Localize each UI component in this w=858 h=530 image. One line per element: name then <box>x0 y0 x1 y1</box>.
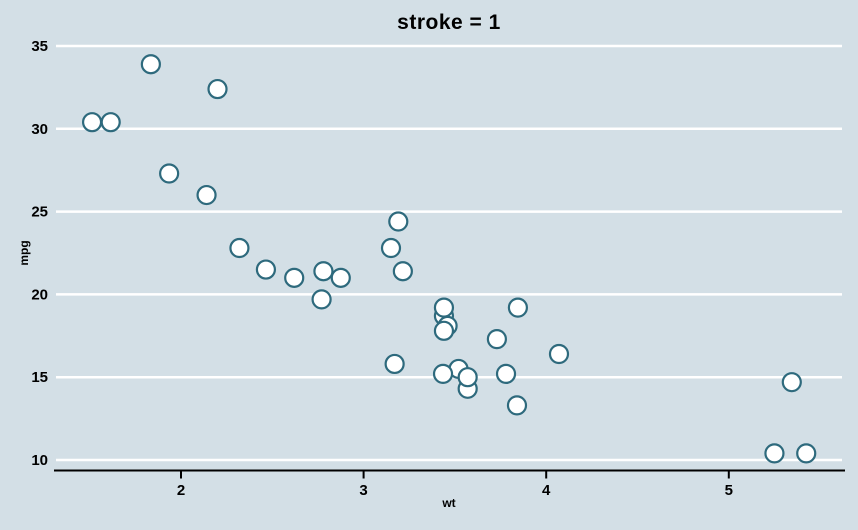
data-point-20 <box>255 259 277 280</box>
x-axis-label: wt <box>442 496 456 510</box>
data-point-30 <box>457 367 478 388</box>
data-point-16 <box>781 372 802 393</box>
data-point-25 <box>159 163 180 184</box>
y-tick-label-20: 20 <box>31 286 48 303</box>
y-tick-label-25: 25 <box>31 204 48 221</box>
data-point-27 <box>81 112 103 133</box>
y-tick-label-10: 10 <box>31 452 48 469</box>
x-tick-label-5: 5 <box>725 482 733 499</box>
data-point-9 <box>433 297 455 318</box>
x-tick-label-2: 2 <box>177 482 185 499</box>
data-point-31 <box>313 261 334 282</box>
y-tick-label-35: 35 <box>31 38 48 55</box>
data-point-18 <box>100 112 121 133</box>
x-tick-label-3: 3 <box>359 482 367 499</box>
data-point-8 <box>380 237 402 259</box>
data-point-29 <box>311 289 332 310</box>
data-point-2 <box>229 237 250 259</box>
data-point-10 <box>433 320 455 341</box>
data-point-7 <box>388 211 409 232</box>
data-point-23 <box>506 395 528 416</box>
data-point-26 <box>196 184 217 206</box>
data-point-3 <box>392 261 413 282</box>
data-point-19 <box>140 54 161 75</box>
data-point-15 <box>796 443 817 464</box>
data-point-1 <box>330 267 351 288</box>
x-tick-label-4: 4 <box>542 482 551 499</box>
plot-title: stroke = 1 <box>397 11 501 34</box>
data-point-11 <box>548 343 570 365</box>
data-point-17 <box>207 78 228 100</box>
data-point-28 <box>384 353 405 375</box>
y-tick-label-30: 30 <box>31 121 48 138</box>
data-point-13 <box>495 363 517 384</box>
data-point-0 <box>284 267 305 288</box>
data-point-12 <box>486 329 507 350</box>
data-point-14 <box>764 443 785 464</box>
data-point-22 <box>432 363 454 384</box>
data-point-24 <box>507 297 528 318</box>
y-tick-label-15: 15 <box>31 369 48 386</box>
